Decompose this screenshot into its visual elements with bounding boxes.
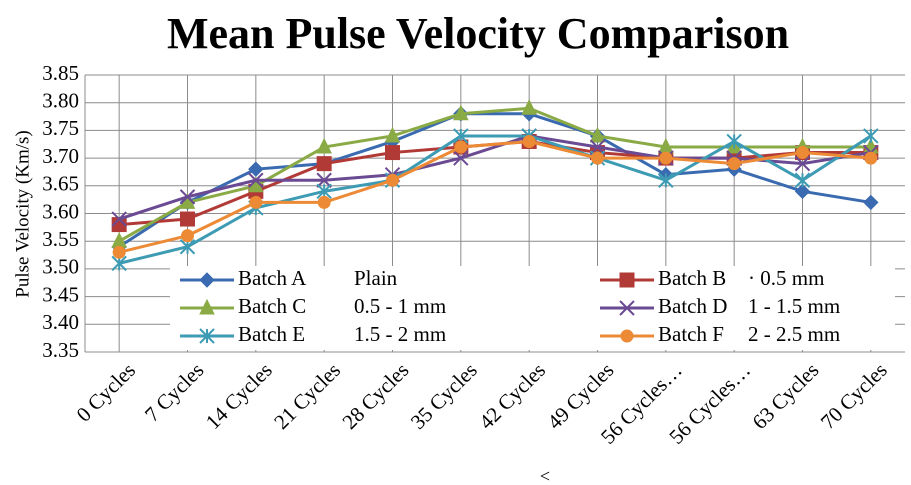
marker bbox=[248, 172, 264, 188]
x-tick-label: 63 Cycles bbox=[747, 358, 823, 434]
marker bbox=[591, 151, 604, 165]
marker bbox=[620, 329, 634, 343]
marker bbox=[112, 245, 126, 259]
marker bbox=[454, 140, 468, 154]
marker bbox=[199, 328, 215, 344]
series-line bbox=[118, 139, 871, 254]
marker bbox=[316, 137, 332, 154]
legend-label: Batch A bbox=[238, 266, 307, 290]
marker bbox=[589, 126, 606, 143]
marker bbox=[863, 128, 879, 144]
marker bbox=[199, 298, 215, 315]
x-tick-label: 42 Cycles bbox=[474, 358, 550, 434]
legend-label: Batch B bbox=[658, 266, 726, 290]
y-tick-label: 3.40 bbox=[42, 310, 79, 334]
marker bbox=[522, 134, 536, 148]
x-tick-label: 7 Cycles bbox=[140, 358, 209, 427]
y-tick-label: 3.60 bbox=[42, 199, 79, 223]
chart-title: Mean Pulse Velocity Comparison bbox=[167, 9, 789, 58]
marker bbox=[317, 195, 331, 209]
marker bbox=[316, 172, 332, 188]
marker bbox=[384, 126, 401, 143]
marker bbox=[180, 211, 195, 227]
y-tick-label: 3.45 bbox=[42, 282, 79, 306]
legend-description: 2 - 2.5 mm bbox=[748, 322, 840, 346]
legend-label: Batch C bbox=[238, 294, 306, 318]
x-tick-label: 21 Cycles bbox=[269, 358, 345, 434]
y-tick-label: 3.55 bbox=[42, 227, 79, 251]
legend-description: Plain bbox=[354, 266, 398, 290]
marker bbox=[863, 194, 879, 211]
x-tick-label: 70 Cycles bbox=[816, 358, 892, 434]
y-axis-label: Pulse Velocity (Km/s) bbox=[12, 130, 33, 297]
marker bbox=[316, 156, 332, 172]
marker bbox=[248, 161, 264, 177]
marker bbox=[794, 183, 811, 200]
marker bbox=[619, 272, 635, 288]
legend-description: 0.5 - 1 mm bbox=[354, 294, 446, 318]
marker bbox=[864, 151, 878, 165]
legend-label: Batch F bbox=[658, 322, 724, 346]
y-tick-label: 3.50 bbox=[42, 255, 79, 279]
y-tick-label: 3.65 bbox=[42, 172, 79, 196]
y-tick-label: 3.80 bbox=[42, 89, 79, 113]
series-line bbox=[118, 112, 872, 248]
marker bbox=[658, 172, 674, 188]
y-tick-label: 3.75 bbox=[42, 116, 79, 140]
marker bbox=[249, 195, 263, 209]
marker bbox=[453, 150, 469, 166]
legend-description: · 0.5 mm bbox=[748, 266, 824, 290]
series-line bbox=[118, 134, 872, 265]
marker bbox=[619, 300, 635, 316]
marker bbox=[727, 157, 741, 171]
legend-label: Batch D bbox=[658, 294, 727, 318]
legend-description: 1.5 - 2 mm bbox=[354, 322, 446, 346]
x-tick-label: 35 Cycles bbox=[406, 358, 482, 434]
marker bbox=[453, 104, 469, 121]
marker bbox=[111, 232, 127, 248]
legend-description: 1 - 1.5 mm bbox=[748, 294, 840, 318]
x-axis-label: < bbox=[540, 466, 550, 485]
x-tick-label: 14 Cycles bbox=[201, 358, 277, 434]
marker bbox=[796, 146, 809, 160]
y-tick-label: 3.70 bbox=[42, 144, 79, 168]
x-tick-label: 0 Cycles bbox=[72, 358, 141, 427]
legend-label: Batch E bbox=[238, 322, 305, 346]
x-tick-label: 28 Cycles bbox=[337, 358, 413, 434]
marker bbox=[659, 151, 673, 165]
marker bbox=[794, 172, 811, 188]
series-line bbox=[118, 134, 872, 221]
marker bbox=[386, 173, 399, 187]
marker bbox=[179, 189, 196, 205]
legend-background bbox=[170, 266, 895, 350]
marker bbox=[521, 99, 537, 115]
marker bbox=[385, 145, 400, 161]
marker bbox=[181, 229, 194, 243]
y-tick-label: 3.35 bbox=[42, 338, 79, 362]
marker bbox=[111, 211, 127, 227]
marker bbox=[589, 139, 606, 155]
y-tick-label: 3.85 bbox=[42, 61, 79, 85]
marker bbox=[726, 133, 742, 150]
marker bbox=[794, 155, 811, 172]
marker bbox=[199, 272, 215, 288]
